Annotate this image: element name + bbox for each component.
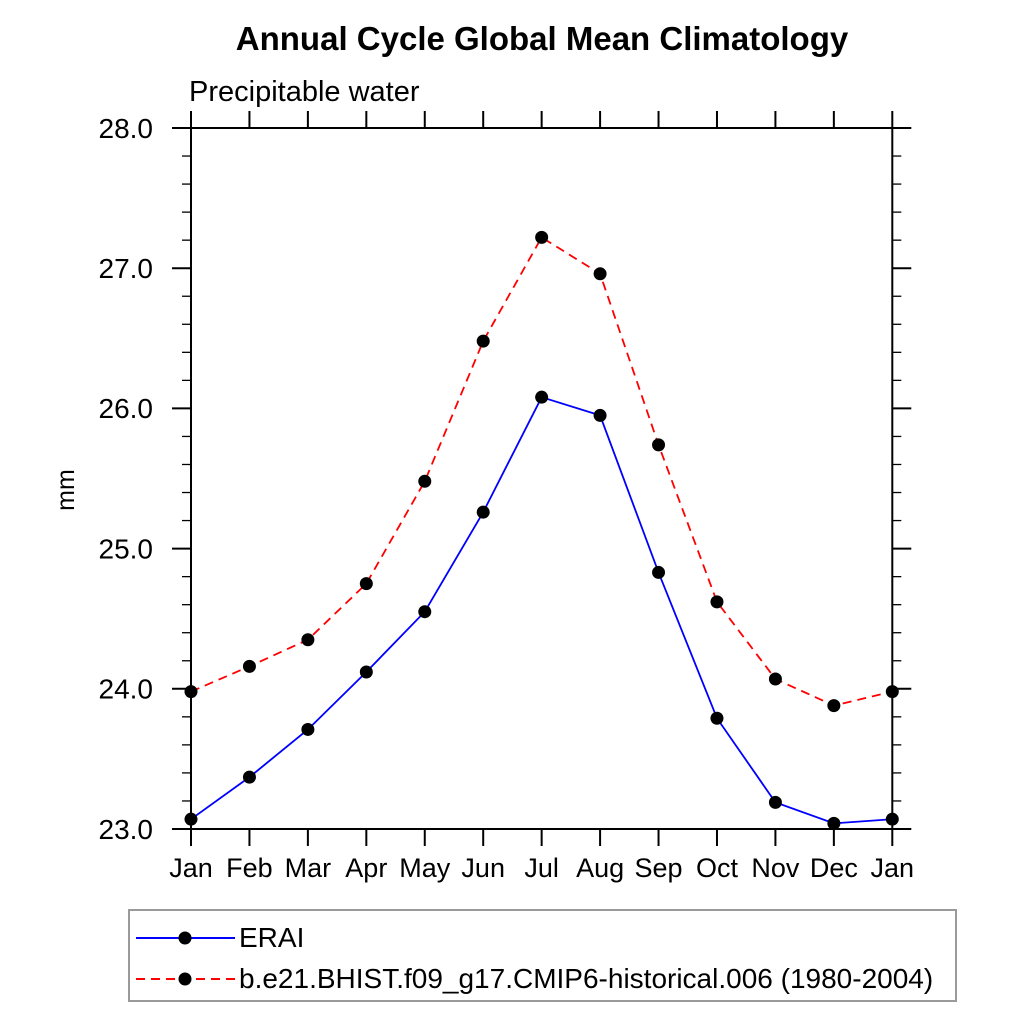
x-tick-label: Feb bbox=[226, 853, 273, 883]
data-point bbox=[359, 577, 373, 591]
series-line-1 bbox=[190, 236, 893, 707]
y-tick-label: 26.0 bbox=[99, 393, 154, 424]
x-tick-label: Jul bbox=[524, 853, 559, 883]
data-point bbox=[476, 505, 490, 519]
x-tick-label: Apr bbox=[345, 853, 387, 883]
x-tick-label: Nov bbox=[751, 853, 800, 883]
data-point bbox=[184, 685, 198, 699]
x-tick-label: Jun bbox=[461, 853, 505, 883]
data-point bbox=[827, 699, 841, 713]
legend-label-model: b.e21.BHIST.f09_g17.CMIP6-historical.006… bbox=[239, 963, 934, 994]
data-point bbox=[593, 408, 607, 422]
data-point bbox=[710, 595, 724, 609]
x-tick-label: Oct bbox=[696, 853, 739, 883]
data-point bbox=[184, 812, 198, 826]
chart-title: Annual Cycle Global Mean Climatology bbox=[235, 20, 849, 57]
y-tick-label: 27.0 bbox=[99, 253, 154, 284]
legend-item-model: b.e21.BHIST.f09_g17.CMIP6-historical.006… bbox=[133, 963, 934, 994]
data-point bbox=[476, 334, 490, 348]
data-point bbox=[652, 565, 666, 579]
series-line-0 bbox=[190, 396, 893, 825]
x-tick-label: Sep bbox=[635, 853, 683, 883]
data-point bbox=[301, 722, 315, 736]
chart-subtitle: Precipitable water bbox=[189, 76, 420, 108]
y-tick-label: 23.0 bbox=[99, 814, 154, 845]
data-point bbox=[535, 390, 549, 404]
legend-label-erai: ERAI bbox=[239, 922, 305, 953]
dashed-line-sample-icon bbox=[136, 972, 235, 986]
data-point bbox=[710, 711, 724, 725]
y-tick-label: 24.0 bbox=[99, 674, 154, 705]
solid-line-sample-icon bbox=[136, 931, 235, 945]
data-point bbox=[242, 659, 256, 673]
data-point bbox=[885, 685, 899, 699]
data-point bbox=[593, 267, 607, 281]
legend-box: ERAI b.e21.BHIST.f09_g17.CMIP6-historica… bbox=[128, 909, 957, 1002]
x-tick-label: Mar bbox=[285, 853, 332, 883]
data-point bbox=[242, 770, 256, 784]
x-tick-label: May bbox=[399, 853, 451, 883]
x-tick-label: Jan bbox=[871, 853, 915, 883]
data-point bbox=[301, 633, 315, 647]
x-tick-label: Aug bbox=[576, 853, 624, 883]
y-tick-label: 25.0 bbox=[99, 533, 154, 564]
data-point bbox=[418, 605, 432, 619]
data-point bbox=[652, 438, 666, 452]
data-point bbox=[768, 795, 782, 809]
data-point bbox=[359, 665, 373, 679]
x-tick-label: Jan bbox=[169, 853, 213, 883]
x-tick-label: Dec bbox=[810, 853, 858, 883]
data-point bbox=[768, 672, 782, 686]
data-point bbox=[535, 230, 549, 244]
data-point bbox=[418, 474, 432, 488]
legend-item-erai: ERAI bbox=[133, 922, 305, 953]
y-tick-label: 28.0 bbox=[99, 113, 154, 144]
data-point bbox=[827, 816, 841, 830]
data-point bbox=[885, 812, 899, 826]
